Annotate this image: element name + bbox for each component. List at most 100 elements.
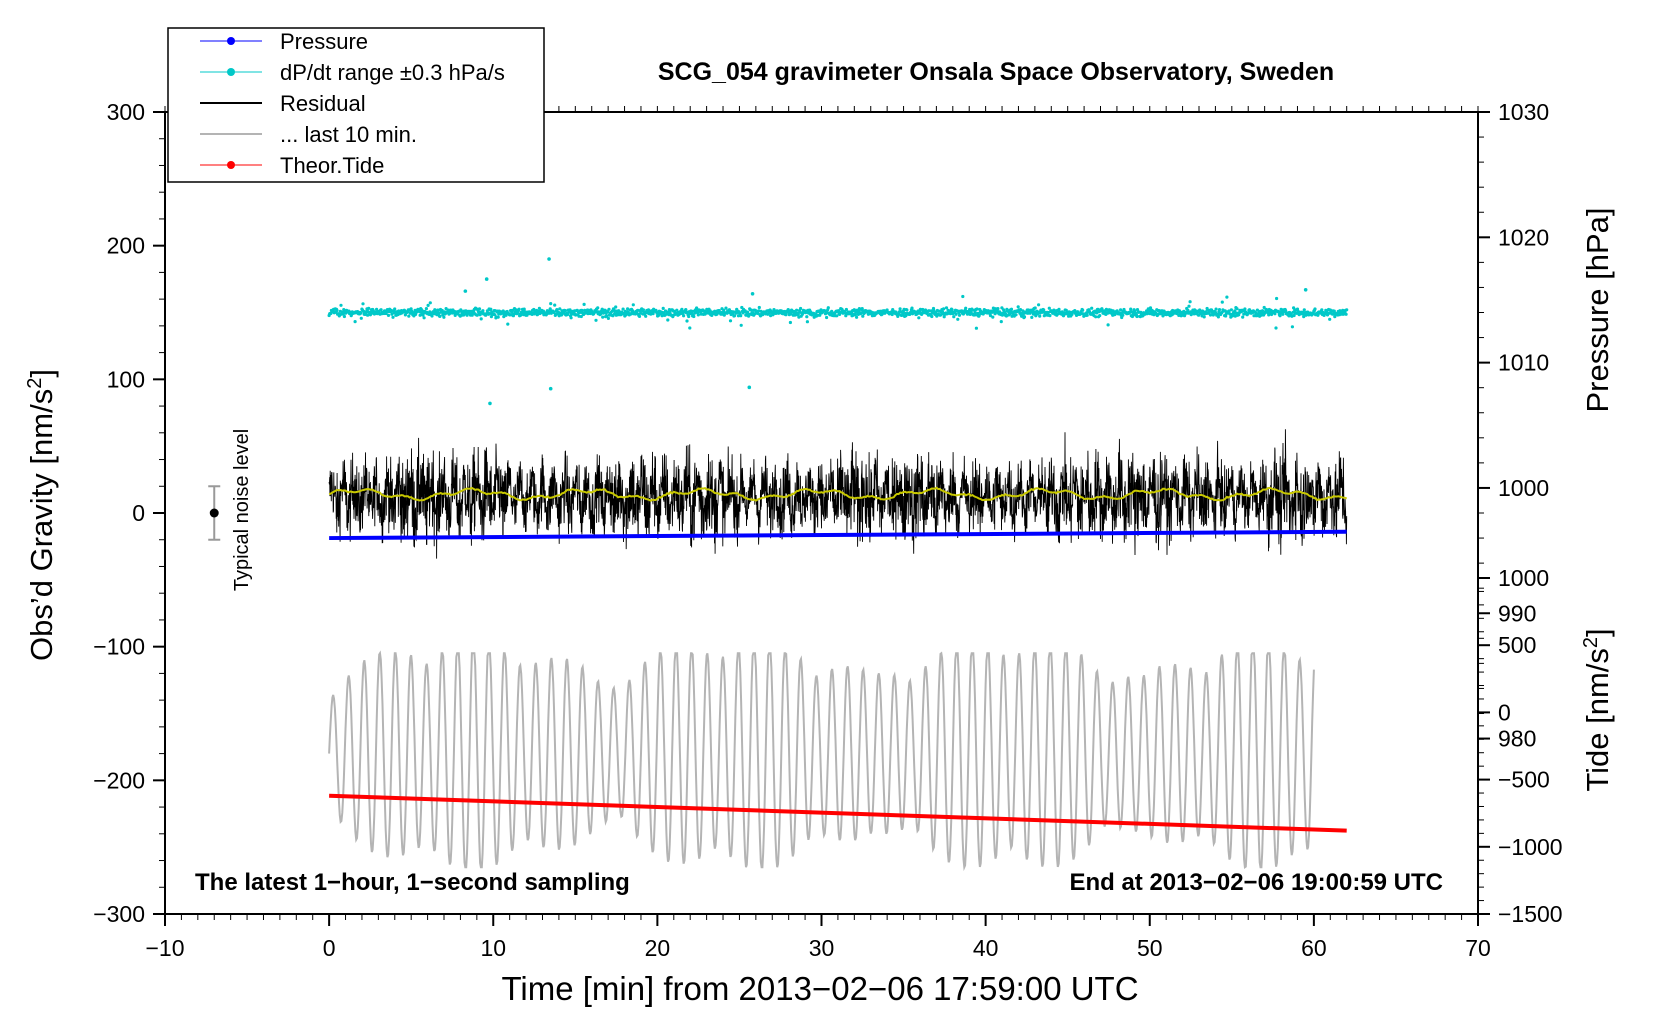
- dpdt-point: [607, 307, 611, 311]
- x-tick-label: 20: [645, 935, 671, 961]
- dpdt-point: [569, 316, 573, 320]
- dpdt-point: [956, 317, 960, 321]
- dpdt-point: [579, 314, 583, 319]
- dpdt-point: [366, 313, 370, 317]
- dpdt-point: [1021, 312, 1025, 316]
- x-tick-label: 60: [1301, 935, 1327, 961]
- dpdt-point: [1010, 314, 1014, 318]
- dpdt-point: [991, 315, 995, 319]
- x-tick-label: 10: [480, 935, 506, 961]
- y-tick-label-left: 100: [107, 366, 145, 392]
- dpdt-point: [973, 311, 977, 315]
- x-tick-label: 30: [809, 935, 835, 961]
- dpdt-point: [644, 314, 648, 318]
- dpdt-point: [944, 306, 949, 310]
- dpdt-point: [522, 307, 526, 311]
- annotation-end-time: End at 2013−02−06 19:00:59 UTC: [1069, 869, 1443, 896]
- dpdt-point: [692, 314, 696, 319]
- dpdt-point: [857, 309, 861, 313]
- dpdt-point: [488, 401, 492, 406]
- dpdt-point: [684, 308, 688, 312]
- dpdt-point: [470, 313, 474, 317]
- dpdt-point: [1345, 308, 1349, 312]
- dpdt-point: [788, 320, 793, 325]
- residual-series: [328, 429, 1348, 559]
- dpdt-point: [1316, 313, 1320, 317]
- dpdt-point: [1146, 311, 1150, 315]
- x-axis-label: Time [min] from 2013−02−06 17:59:00 UTC: [501, 970, 1138, 1007]
- dpdt-point: [942, 307, 946, 311]
- dpdt-point: [826, 306, 830, 310]
- dpdt-point: [489, 307, 493, 311]
- dpdt-point: [438, 314, 442, 318]
- y-tick-label-pressure: 1020: [1498, 224, 1549, 250]
- dpdt-point: [580, 308, 584, 312]
- dpdt-point: [1281, 312, 1285, 316]
- dpdt-point: [973, 313, 977, 317]
- dpdt-point: [1313, 307, 1317, 311]
- dpdt-point: [1333, 315, 1337, 319]
- legend-label: Pressure: [280, 29, 368, 54]
- dpdt-point: [549, 302, 553, 306]
- dpdt-point: [1188, 300, 1192, 304]
- dpdt-point: [442, 315, 446, 319]
- dpdt-point: [732, 314, 737, 318]
- dpdt-point: [1033, 306, 1037, 310]
- dpdt-point: [696, 313, 700, 317]
- dpdt-point: [724, 306, 728, 310]
- dpdt-point: [964, 306, 968, 310]
- dpdt-point: [393, 307, 397, 311]
- dpdt-point: [898, 307, 902, 311]
- dpdt-point: [453, 313, 457, 317]
- dpdt-series: [327, 257, 1349, 406]
- dpdt-point: [860, 307, 864, 311]
- dpdt-point: [641, 308, 646, 312]
- dpdt-point: [1085, 313, 1089, 317]
- dpdt-point: [1037, 303, 1041, 307]
- dpdt-point: [1038, 314, 1042, 318]
- y-tick-label-left: −300: [93, 901, 145, 927]
- dpdt-point: [1135, 314, 1139, 319]
- dpdt-point: [1292, 313, 1296, 318]
- dpdt-point: [1047, 306, 1051, 310]
- dpdt-point: [757, 305, 761, 310]
- y-tick-label-left: 0: [132, 500, 145, 526]
- y-tick-label-pressure: 1010: [1498, 350, 1549, 376]
- dpdt-point: [974, 326, 979, 330]
- dpdt-point: [861, 314, 865, 318]
- y-axis-label-left: Obs’d Gravity [nm/s2]: [24, 369, 59, 661]
- dpdt-point: [784, 313, 788, 317]
- dpdt-point: [1229, 308, 1233, 312]
- dpdt-point: [835, 314, 839, 318]
- dpdt-point: [353, 320, 357, 324]
- x-tick-label: 0: [323, 935, 336, 961]
- y-tick-label-left: 200: [107, 233, 145, 259]
- dpdt-point: [710, 313, 714, 317]
- dpdt-point: [479, 317, 483, 321]
- dpdt-point: [749, 308, 754, 312]
- dpdt-point: [1122, 307, 1126, 312]
- dpdt-point: [359, 311, 363, 315]
- dpdt-point: [379, 308, 383, 312]
- dpdt-point: [695, 306, 699, 310]
- noise-level-indicator: [208, 485, 221, 541]
- legend-label: ... last 10 min.: [280, 122, 417, 147]
- dpdt-point: [680, 307, 684, 311]
- dpdt-point: [1217, 308, 1222, 312]
- dpdt-point: [481, 309, 485, 313]
- dpdt-point: [1129, 307, 1133, 311]
- legend-swatch-dot: [227, 68, 235, 76]
- dpdt-point: [1220, 300, 1224, 304]
- dpdt-point: [954, 312, 958, 316]
- dpdt-point: [465, 313, 469, 317]
- annotation-sampling: The latest 1−hour, 1−second sampling: [195, 869, 630, 896]
- dpdt-point: [1344, 312, 1348, 316]
- dpdt-point: [1090, 306, 1094, 310]
- dpdt-point: [685, 319, 689, 323]
- dpdt-point: [605, 314, 609, 318]
- dpdt-point: [1048, 314, 1052, 318]
- dpdt-point: [1186, 308, 1190, 312]
- dpdt-point: [594, 318, 598, 322]
- dpdt-point: [722, 308, 726, 312]
- pressure-series: [329, 529, 1347, 541]
